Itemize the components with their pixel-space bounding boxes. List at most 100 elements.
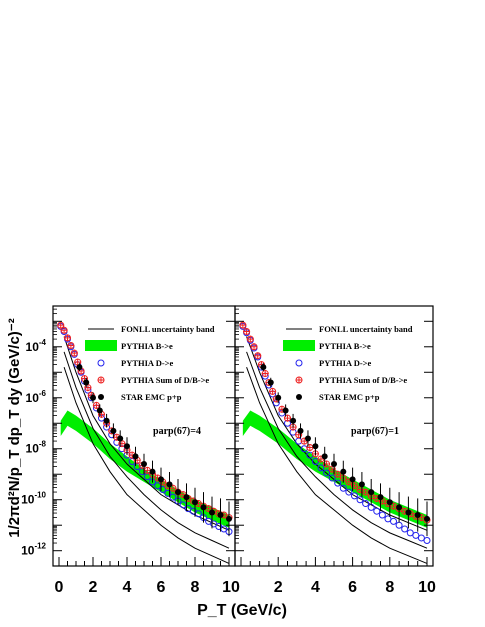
legend-entry: PYTHIA B->e xyxy=(85,340,173,351)
d-to-e-point xyxy=(384,515,392,523)
x-tick-label: 4 xyxy=(311,579,320,596)
fonll-curve-mid xyxy=(246,351,428,549)
plot-area xyxy=(239,321,431,564)
legend-cross-swatch xyxy=(295,376,303,384)
fonll-curve-upper xyxy=(246,336,428,531)
legend-entry: PYTHIA D->e xyxy=(97,358,174,368)
panels: parp(67)=4 FONLL uncertainty band PYTHIA B… xyxy=(52,305,434,567)
sum-point xyxy=(254,352,262,360)
sum-point xyxy=(239,321,247,329)
y-tick-labels: 10-4 10-6 10-8 10-10 10-12 xyxy=(21,338,46,558)
star-point xyxy=(331,461,337,468)
legend-entry: FONLL uncertainty band xyxy=(88,324,215,334)
star-point xyxy=(260,364,267,371)
star-point xyxy=(282,407,289,414)
x-tick-label: 2 xyxy=(274,579,283,596)
fonll-curve-mid xyxy=(63,351,230,549)
y-tick-label: 10-4 xyxy=(26,338,47,354)
d-to-e-point xyxy=(334,479,342,487)
d-to-e-point xyxy=(328,474,336,482)
x-tick-label: 4 xyxy=(123,579,132,596)
legend-circle-swatch xyxy=(97,359,105,367)
panel-annotation: parp(67)=1 xyxy=(351,426,399,437)
sum-point xyxy=(306,443,314,451)
star-point xyxy=(149,468,156,475)
x-tick-label: 6 xyxy=(157,579,166,596)
sum-point xyxy=(269,387,277,395)
d-to-e-point xyxy=(412,531,420,539)
sum-point xyxy=(284,414,291,422)
star-point xyxy=(96,407,103,414)
star-point xyxy=(226,515,232,522)
star-point xyxy=(103,417,110,424)
star-point xyxy=(414,512,421,519)
sum-point xyxy=(323,460,331,468)
x-tick-label: 0 xyxy=(55,579,64,596)
star-point xyxy=(321,453,328,460)
x-tick-label: 6 xyxy=(348,579,357,596)
x-tick-label: 10 xyxy=(222,579,240,596)
legend-entry: PYTHIA B->e xyxy=(283,340,371,351)
legend-label: PYTHIA B->e xyxy=(121,341,173,351)
star-point xyxy=(110,427,117,434)
x-tick-labels: 0 2 4 6 8 10 2 4 6 8 10 xyxy=(55,579,436,596)
sum-point xyxy=(64,334,71,342)
star-point xyxy=(158,476,164,483)
star-point xyxy=(217,512,224,519)
d-to-e-point xyxy=(311,457,319,465)
star-point xyxy=(117,435,124,442)
legend-cross-swatch xyxy=(97,376,105,384)
sum-point xyxy=(261,370,269,378)
legend: FONLL uncertainty band PYTHIA B->e PYTHIA … xyxy=(283,324,413,402)
star-point xyxy=(304,435,311,442)
sum-point xyxy=(243,327,251,335)
star-point xyxy=(132,453,139,460)
d-to-e-point xyxy=(417,534,425,542)
d-to-e-point xyxy=(362,500,370,508)
x-tick-label: 8 xyxy=(191,579,200,596)
d-to-e-point xyxy=(323,469,331,477)
sum-point xyxy=(334,470,342,478)
legend-band-swatch xyxy=(283,340,315,351)
star-point xyxy=(405,509,412,516)
d-to-e-point xyxy=(164,489,172,497)
legend-label: STAR EMC p+p xyxy=(319,392,380,402)
legend-label: PYTHIA Sum of D/B->e xyxy=(319,375,407,385)
legend-label: PYTHIA D->e xyxy=(319,358,372,368)
star-point xyxy=(424,515,430,522)
y-tick-label: 10-12 xyxy=(21,542,46,558)
y-tick-label: 10-6 xyxy=(26,389,47,405)
star-point xyxy=(200,504,207,511)
legend-circle-swatch xyxy=(295,359,303,367)
legend-dot-swatch xyxy=(296,394,302,400)
legend-label: FONLL uncertainty band xyxy=(121,324,215,334)
d-to-e-point xyxy=(401,525,409,533)
d-to-e-point xyxy=(169,493,177,501)
star-point xyxy=(312,443,319,450)
d-to-e-point xyxy=(339,484,347,492)
star-point xyxy=(209,509,215,516)
d-to-e-point xyxy=(373,507,381,515)
sum-point xyxy=(70,349,78,357)
d-to-e-point xyxy=(345,488,353,496)
legend-dot-swatch xyxy=(98,394,104,400)
legend-label: PYTHIA B->e xyxy=(319,341,371,351)
star-point xyxy=(267,379,274,386)
fonll-curve-lower xyxy=(246,367,428,564)
legend-label: PYTHIA D->e xyxy=(121,358,174,368)
star-point xyxy=(275,394,282,401)
star-point xyxy=(124,443,130,450)
legend-label: STAR EMC p+p xyxy=(121,392,182,402)
y-tick-label: 10-10 xyxy=(21,491,46,507)
legend-label: PYTHIA Sum of D/B->e xyxy=(121,375,209,385)
star-point xyxy=(290,417,297,424)
legend-entry: PYTHIA Sum of D/B->e xyxy=(97,375,209,385)
star-point xyxy=(358,481,365,488)
legend-band-swatch xyxy=(85,340,117,351)
legend: FONLL uncertainty band PYTHIA B->e PYTHIA … xyxy=(85,324,215,402)
d-to-e-point xyxy=(395,521,403,529)
star-point xyxy=(192,499,198,506)
sum-point xyxy=(57,321,65,329)
x-tick-label: 10 xyxy=(418,579,436,596)
